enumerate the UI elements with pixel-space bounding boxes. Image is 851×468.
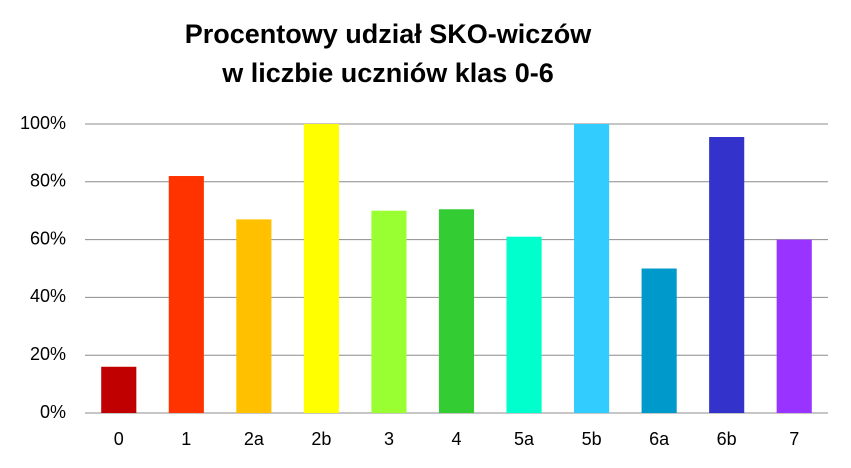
- y-tick-label: 100%: [20, 113, 66, 133]
- bar: [236, 219, 272, 413]
- y-tick-label: 0%: [40, 402, 66, 422]
- bar: [101, 366, 137, 413]
- x-tick-label: 2a: [244, 429, 265, 449]
- bar: [168, 176, 204, 413]
- x-tick-label: 5b: [582, 429, 602, 449]
- y-tick-label: 20%: [30, 344, 66, 364]
- x-tick-label: 5a: [514, 429, 535, 449]
- bar: [776, 239, 812, 413]
- y-tick-label: 40%: [30, 286, 66, 306]
- x-tick-label: 6b: [717, 429, 737, 449]
- x-tick-label: 7: [789, 429, 799, 449]
- x-tick-label: 1: [181, 429, 191, 449]
- y-tick-label: 60%: [30, 228, 66, 248]
- x-tick-label: 0: [114, 429, 124, 449]
- x-tick-label: 2b: [311, 429, 331, 449]
- chart-title: w liczbie uczniów klas 0-6: [221, 58, 554, 88]
- bar: [438, 209, 475, 413]
- bar: [371, 210, 407, 413]
- y-tick-label: 80%: [30, 171, 66, 191]
- bar: [709, 137, 745, 413]
- bar: [641, 268, 677, 413]
- chart-title: Procentowy udział SKO-wiczów: [185, 19, 593, 49]
- bar: [303, 124, 339, 413]
- bar: [506, 236, 542, 413]
- bar: [574, 124, 610, 413]
- x-tick-label: 3: [384, 429, 394, 449]
- x-tick-label: 6a: [649, 429, 670, 449]
- x-tick-label: 4: [451, 429, 461, 449]
